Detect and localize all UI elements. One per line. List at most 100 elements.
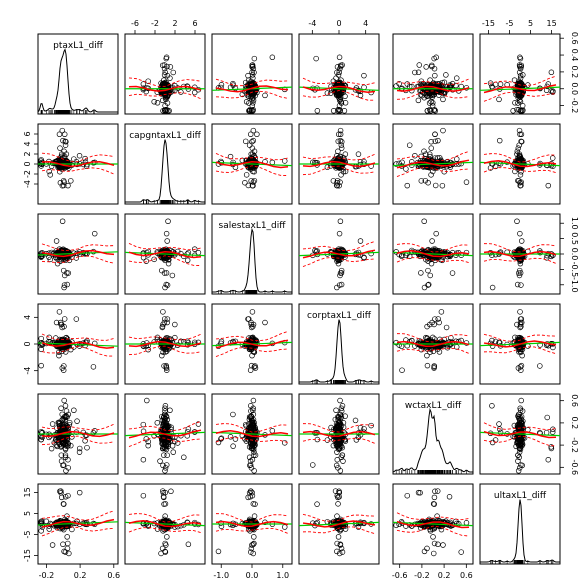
variable-label: capgntaxL1_diff	[129, 131, 201, 141]
data-point	[514, 218, 520, 225]
data-point	[310, 159, 316, 166]
data-point	[416, 62, 423, 68]
smoother-line	[41, 430, 115, 438]
smoother-line	[396, 249, 470, 258]
smoother-band-upper	[41, 333, 115, 341]
panel-frame	[211, 33, 293, 115]
data-point	[338, 172, 344, 178]
panel-frame	[124, 393, 206, 475]
data-point	[184, 257, 191, 264]
density-curve	[299, 319, 379, 383]
data-point	[361, 84, 367, 91]
data-point	[61, 131, 68, 138]
data-point	[218, 82, 225, 88]
data-point	[517, 182, 523, 189]
data-point	[242, 179, 248, 186]
smoother-band-upper	[215, 330, 289, 342]
data-point	[269, 159, 276, 166]
data-point	[336, 182, 342, 189]
data-point	[57, 319, 64, 326]
data-point	[178, 89, 184, 95]
data-point	[333, 75, 339, 81]
data-point	[62, 454, 69, 461]
data-point	[518, 282, 524, 288]
data-point	[65, 465, 71, 471]
data-point	[68, 178, 74, 184]
data-point	[406, 253, 413, 260]
data-point	[489, 284, 496, 291]
data-point	[165, 218, 171, 225]
smoother-band-lower	[41, 345, 115, 357]
data-point	[62, 142, 69, 148]
smoother-line	[41, 341, 115, 349]
data-point	[449, 270, 456, 276]
data-point	[431, 321, 437, 328]
data-point	[249, 352, 255, 359]
data-point	[60, 462, 67, 468]
data-point	[243, 172, 250, 178]
panel-1-2	[211, 123, 293, 205]
panel-frame	[211, 303, 293, 385]
data-point	[427, 256, 433, 262]
data-point	[158, 80, 164, 86]
data-point	[251, 55, 258, 62]
data-point	[518, 92, 525, 99]
data-point	[336, 69, 342, 76]
smoother-band-lower	[128, 92, 202, 100]
data-point	[336, 54, 343, 61]
data-point	[66, 430, 72, 437]
data-point	[62, 138, 69, 145]
smoother-line	[483, 340, 557, 348]
panel-frame	[479, 303, 561, 385]
data-point	[248, 319, 254, 326]
data-point	[514, 106, 520, 113]
data-point	[76, 449, 83, 455]
data-point	[431, 365, 437, 371]
data-point	[334, 256, 341, 262]
data-point	[518, 131, 525, 138]
data-point	[63, 138, 69, 145]
data-point	[424, 352, 430, 359]
data-point	[159, 62, 166, 69]
data-point	[427, 349, 433, 355]
data-point	[517, 319, 524, 326]
data-point	[251, 69, 257, 76]
data-point	[518, 238, 525, 244]
linear-fit-line	[38, 342, 118, 347]
data-point	[71, 344, 77, 350]
data-point	[487, 165, 494, 171]
data-point	[39, 429, 46, 436]
panel-1-5	[479, 123, 561, 205]
data-point	[515, 100, 521, 106]
panel-frame	[37, 213, 119, 295]
smoother-band-upper	[41, 243, 115, 251]
data-point	[84, 444, 90, 451]
data-point	[412, 152, 418, 159]
data-point	[517, 230, 523, 237]
data-point	[517, 131, 523, 138]
data-point	[151, 98, 157, 105]
data-point	[545, 182, 552, 189]
data-point	[163, 365, 170, 371]
data-point	[64, 281, 70, 288]
data-point	[415, 97, 422, 104]
data-point	[424, 335, 430, 341]
data-point	[516, 69, 523, 76]
data-point	[334, 69, 340, 76]
data-point	[161, 342, 167, 349]
panel-3-1	[124, 303, 206, 385]
data-point	[338, 142, 345, 148]
data-point	[164, 92, 170, 99]
data-point	[497, 81, 504, 87]
data-point	[549, 252, 556, 259]
data-point	[342, 93, 348, 100]
data-point	[59, 182, 66, 189]
data-point	[161, 452, 167, 458]
panel-3-0	[37, 303, 119, 385]
data-point	[517, 309, 523, 315]
data-point	[337, 85, 343, 91]
data-point	[57, 168, 63, 175]
smoother-band-upper	[396, 243, 470, 253]
data-point	[403, 166, 409, 172]
